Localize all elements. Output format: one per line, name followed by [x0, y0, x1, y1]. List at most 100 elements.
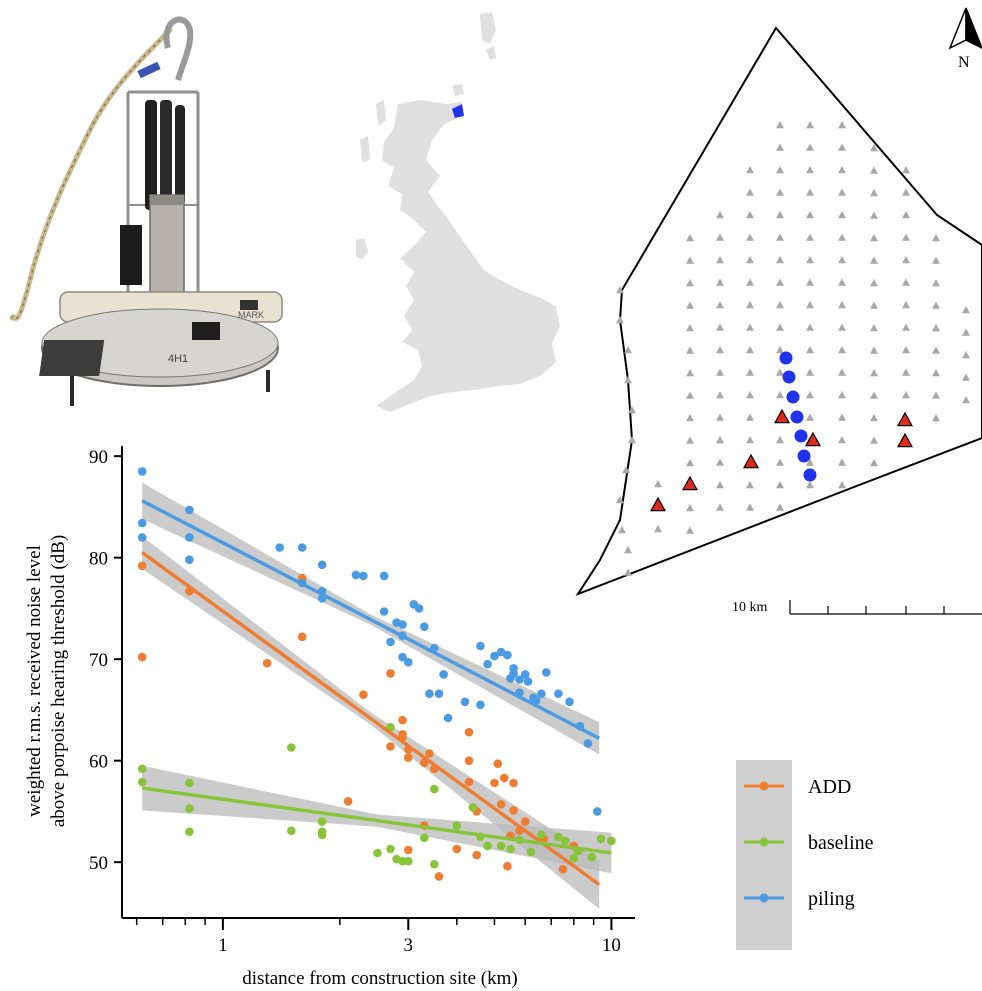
- turbine-icon: [838, 166, 846, 174]
- turbine-icon: [806, 301, 814, 309]
- turbine-icon: [746, 368, 754, 376]
- recorder-location-marker: [779, 351, 793, 365]
- turbine-icon: [932, 369, 940, 377]
- point-add: [398, 715, 407, 725]
- device-photo: 4H1 MARK: [9, 16, 283, 406]
- point-add: [262, 658, 272, 668]
- turbine-icon: [806, 323, 814, 331]
- point-piling: [515, 675, 524, 684]
- turbine-icon: [870, 166, 878, 174]
- point-baseline: [287, 743, 296, 752]
- north-label: N: [958, 54, 970, 71]
- turbine-icon: [806, 346, 814, 354]
- legend-item-add: ADD: [744, 776, 851, 798]
- point-piling: [542, 668, 551, 677]
- point-piling: [476, 700, 485, 710]
- scale-label: 10 km: [732, 600, 768, 615]
- turbine-icon: [838, 391, 846, 399]
- turbine-icon: [686, 256, 694, 264]
- point-piling: [520, 670, 530, 679]
- point-baseline: [569, 853, 579, 863]
- turbine-icon: [746, 413, 754, 421]
- turbine-icon: [618, 526, 626, 534]
- turbine-icon: [932, 256, 940, 264]
- turbine-icon: [746, 436, 754, 444]
- legend-item-baseline: baseline: [744, 832, 874, 854]
- point-add: [404, 845, 413, 855]
- point-piling: [565, 697, 574, 707]
- turbine-icon: [716, 233, 724, 241]
- turbine-icon: [962, 306, 970, 314]
- turbine-icon: [716, 323, 724, 331]
- turbine-icon: [870, 369, 878, 377]
- turbine-icon: [902, 211, 910, 219]
- point-piling: [398, 620, 407, 629]
- turbine-icon: [776, 143, 784, 151]
- point-add: [493, 759, 503, 768]
- turbine-icon: [616, 496, 624, 504]
- point-add: [464, 756, 474, 765]
- point-piling: [420, 622, 429, 631]
- turbine-icon: [746, 346, 754, 354]
- x-tick-label: 10: [602, 935, 621, 956]
- turbine-icon: [716, 391, 724, 399]
- red-triangle-marker: [681, 475, 699, 491]
- point-baseline: [420, 833, 429, 843]
- turbine-layer: [616, 121, 970, 576]
- turbine-icon: [686, 234, 694, 242]
- recorder-location-marker: [794, 429, 808, 443]
- turbine-icon: [716, 211, 724, 219]
- turbine-icon: [902, 323, 910, 331]
- point-piling: [137, 518, 147, 528]
- fit-line-piling: [141, 499, 600, 740]
- turbine-icon: [870, 189, 878, 197]
- turbine-icon: [806, 256, 814, 264]
- turbine-icon: [806, 481, 814, 489]
- chart-axes: [121, 446, 635, 919]
- turbine-icon: [716, 256, 724, 264]
- noise-chart: 50 60 70 80 90 1 3 10 distance from constructio…: [24, 446, 635, 989]
- turbine-icon: [716, 368, 724, 376]
- turbine-icon: [746, 301, 754, 309]
- point-baseline: [506, 844, 515, 854]
- fit-line-add: [141, 551, 601, 886]
- turbine-icon: [624, 546, 632, 554]
- turbine-icon: [870, 414, 878, 422]
- turbine-icon: [838, 143, 846, 151]
- tick-layer: 50 60 70 80 90 1 3 10: [89, 447, 621, 956]
- turbine-icon: [776, 166, 784, 174]
- recorder-location-marker: [803, 468, 817, 482]
- turbine-icon: [932, 279, 940, 287]
- point-add: [297, 632, 307, 642]
- point-piling: [583, 739, 593, 748]
- turbine-icon: [776, 436, 784, 444]
- turbine-icon: [776, 323, 784, 331]
- turbine-icon: [776, 458, 784, 466]
- legend-item-piling: piling: [744, 888, 855, 910]
- fit-lines: [141, 499, 612, 886]
- turbine-icon: [932, 301, 940, 309]
- recorder-location-marker: [797, 449, 811, 463]
- turbine-icon: [716, 278, 724, 286]
- point-add: [500, 773, 509, 783]
- point-add: [434, 872, 444, 881]
- turbine-icon: [838, 256, 846, 264]
- point-add: [464, 727, 474, 737]
- turbine-icon: [902, 346, 910, 354]
- turbine-icon: [838, 458, 846, 466]
- point-baseline: [496, 841, 506, 851]
- turbine-icon: [838, 188, 846, 196]
- turbine-icon: [932, 346, 940, 354]
- point-piling: [275, 543, 285, 552]
- turbine-icon: [838, 481, 846, 489]
- turbine-icon: [776, 211, 784, 219]
- turbine-icon: [806, 278, 814, 286]
- point-add: [520, 817, 530, 826]
- point-piling: [503, 650, 512, 660]
- turbine-icon: [870, 346, 878, 354]
- red-triangle-marker: [742, 453, 760, 469]
- turbine-icon: [902, 166, 910, 174]
- point-add: [558, 865, 568, 874]
- uk-map: [356, 12, 560, 412]
